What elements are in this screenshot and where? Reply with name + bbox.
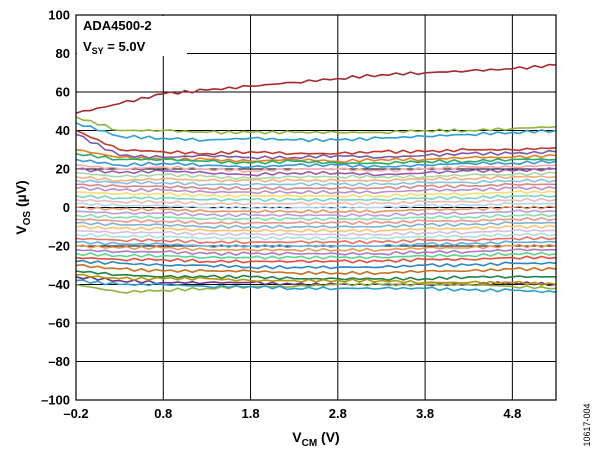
- y-tick-label-5: 0: [63, 200, 70, 215]
- series-line-21: [75, 213, 557, 222]
- series-line-15: [75, 190, 557, 199]
- series-line-6: [75, 152, 557, 165]
- series-line-22: [75, 216, 557, 226]
- series-line-29: [75, 243, 557, 252]
- series-line-23: [75, 221, 557, 229]
- series-line-24: [75, 224, 557, 233]
- y-tick-label-6: –20: [48, 239, 70, 254]
- series-line-25: [75, 228, 557, 237]
- x-tick-label-5: 4.8: [503, 406, 521, 421]
- y-tick-label-4: 20: [56, 162, 70, 177]
- series-line-0: [75, 63, 557, 114]
- series-line-8: [75, 164, 557, 173]
- x-label-sub: CM: [302, 438, 318, 449]
- x-tick-label-2: 1.8: [242, 406, 260, 421]
- y-tick-labels: 100 80 60 40 20 0 –20 –40 –60 –80 –100: [41, 8, 70, 408]
- series-line-32: [75, 255, 557, 264]
- series-line-27: [75, 236, 557, 245]
- y-label-unit: (µV): [13, 180, 29, 211]
- series-line-2: [75, 122, 557, 143]
- y-axis-label: VOS (µV): [13, 180, 33, 234]
- series-layer: [75, 63, 557, 294]
- x-tick-label-1: 0.8: [154, 406, 172, 421]
- annotation-cond-suffix: = 5.0V: [104, 39, 146, 54]
- annotation-background: [77, 16, 187, 56]
- series-line-38: [75, 279, 557, 294]
- series-line-19: [75, 205, 557, 214]
- annotation-part-number: ADA4500-2: [83, 18, 152, 33]
- y-label-main: V: [13, 225, 29, 235]
- y-tick-label-10: –100: [41, 393, 70, 408]
- y-label-sub: OS: [22, 211, 33, 226]
- series-line-18: [75, 202, 557, 210]
- series-line-16: [75, 194, 557, 202]
- annotation-supply-condition: VSY = 5.0V: [83, 39, 146, 56]
- series-line-4: [75, 133, 557, 160]
- y-tick-label-1: 80: [56, 46, 70, 61]
- series-line-26: [75, 232, 557, 241]
- series-line-33: [75, 259, 557, 270]
- y-tick-label-2: 60: [56, 85, 70, 100]
- x-tick-label-3: 2.8: [329, 406, 347, 421]
- y-tick-label-9: –80: [48, 354, 70, 369]
- series-line-11: [75, 175, 557, 183]
- x-tick-label-0: –0.2: [63, 406, 88, 421]
- series-line-9: [75, 167, 557, 177]
- series-line-34: [75, 264, 557, 276]
- series-line-12: [75, 178, 557, 187]
- series-line-13: [75, 182, 557, 191]
- series-line-28: [75, 240, 557, 249]
- series-line-14: [75, 186, 557, 195]
- annotation-cond-sub: SY: [92, 46, 104, 56]
- x-label-main: V: [292, 429, 302, 445]
- x-axis-label: VCM (V): [292, 429, 339, 449]
- plot-frame: [75, 14, 557, 401]
- y-tick-label-3: 40: [56, 123, 70, 138]
- annotation-cond-prefix: V: [83, 39, 92, 54]
- series-line-35: [75, 270, 556, 281]
- x-tick-label-4: 3.8: [416, 406, 434, 421]
- series-line-31: [75, 251, 557, 260]
- series-line-3: [75, 129, 557, 156]
- series-line-20: [75, 209, 557, 218]
- series-line-7: [75, 158, 557, 169]
- series-line-17: [75, 197, 557, 206]
- series-line-30: [75, 248, 557, 256]
- x-label-unit: (V): [317, 429, 340, 445]
- y-tick-label-7: –40: [48, 277, 70, 292]
- figure-id: 10617-004: [582, 403, 592, 446]
- annotation-box: ADA4500-2 VSY = 5.0V: [77, 16, 187, 56]
- y-tick-label-0: 100: [48, 8, 70, 23]
- x-tick-labels: –0.2 0.8 1.8 2.8 3.8 4.8: [63, 406, 521, 421]
- series-line-37: [75, 282, 557, 294]
- series-line-1: [75, 116, 557, 135]
- series-line-39: [75, 273, 557, 286]
- series-line-10: [75, 171, 557, 180]
- y-tick-label-8: –60: [48, 316, 70, 331]
